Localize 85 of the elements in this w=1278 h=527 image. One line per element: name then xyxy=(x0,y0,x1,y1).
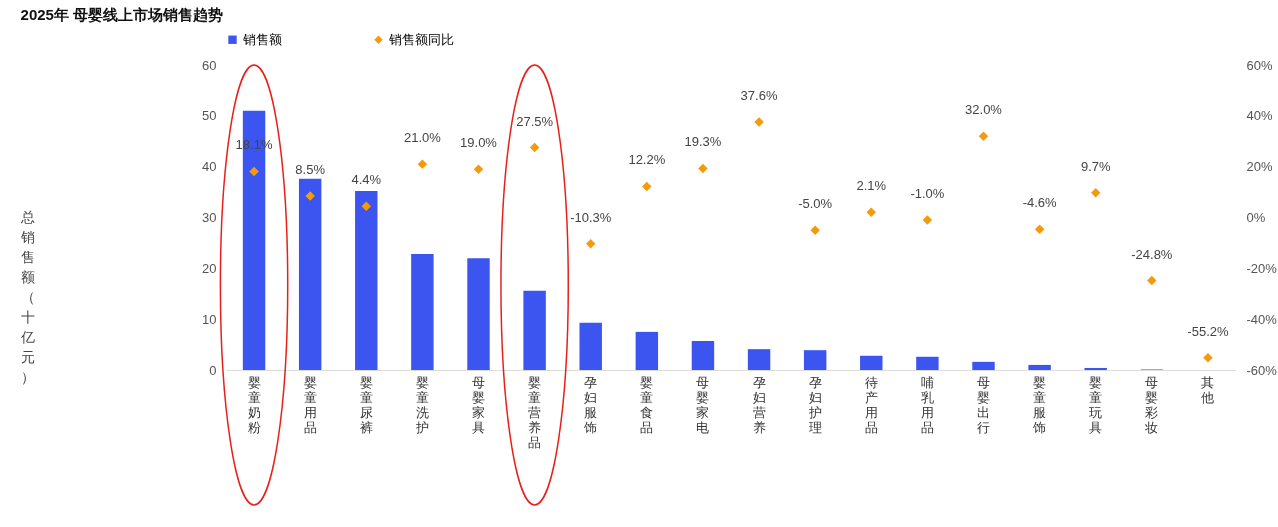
bar xyxy=(467,258,490,370)
bar xyxy=(916,356,939,370)
point xyxy=(417,159,428,169)
point xyxy=(249,166,259,177)
point xyxy=(585,238,596,249)
point xyxy=(698,163,708,174)
point xyxy=(529,142,540,153)
x-tick-label: 哺乳用品 xyxy=(920,374,934,435)
bar xyxy=(298,178,322,370)
x-tick-label: 其他 xyxy=(1201,374,1215,405)
bar xyxy=(523,290,546,370)
data-label: 8.5% xyxy=(295,161,326,177)
y2-tick-label: -40% xyxy=(1246,311,1278,327)
bar xyxy=(1028,364,1051,370)
data-label: 9.7% xyxy=(1080,158,1111,174)
point xyxy=(473,164,484,174)
data-label: 2.1% xyxy=(856,178,887,194)
x-tick-label: 孕妇护理 xyxy=(807,374,822,435)
data-label: -24.8% xyxy=(1131,246,1173,262)
x-tick-label: 婴童奶粉 xyxy=(247,374,261,435)
x-tick-label: 婴童服饰 xyxy=(1032,374,1047,435)
x-tick-label: 待产用品 xyxy=(864,374,878,435)
x-tick-label: 婴童食品 xyxy=(640,374,654,435)
chart-title: 2025年 母婴线上市场销售趋势 xyxy=(20,6,224,23)
bar xyxy=(1084,367,1107,370)
point xyxy=(922,215,933,225)
bar xyxy=(411,254,434,370)
legend-label: 销售额同比 xyxy=(388,31,454,47)
x-tick-label: 孕妇服饰 xyxy=(583,374,598,435)
point xyxy=(642,181,652,192)
x-tick-label: 婴童营养品 xyxy=(528,374,542,450)
x-tick-label: 婴童用品 xyxy=(303,374,317,435)
x-tick-label: 母婴家电 xyxy=(696,374,710,435)
data-label: -55.2% xyxy=(1187,323,1229,339)
data-label: -5.0% xyxy=(798,196,833,212)
bar xyxy=(355,191,378,370)
point xyxy=(1034,224,1045,234)
data-label: 32.0% xyxy=(965,102,1003,118)
x-tick-label: 婴童尿裤 xyxy=(359,374,373,435)
y-tick-label: 50 xyxy=(202,108,217,124)
point xyxy=(1090,188,1101,198)
point xyxy=(1147,275,1157,286)
x-tick-label: 孕妇营养 xyxy=(752,374,766,435)
data-label: 19.3% xyxy=(684,134,722,150)
point xyxy=(305,191,315,201)
y-tick-label: 20 xyxy=(202,260,217,276)
data-label: -10.3% xyxy=(570,209,612,225)
y2-tick-label: 0% xyxy=(1246,210,1266,225)
y2-tick-label: 20% xyxy=(1246,159,1273,175)
legend-label: 销售额 xyxy=(242,31,282,47)
y2-tick-label: 60% xyxy=(1246,57,1273,73)
bar xyxy=(747,349,771,370)
y-tick-label: 60 xyxy=(202,57,217,73)
point xyxy=(361,201,372,212)
x-tick-label: 母婴家具 xyxy=(472,374,485,435)
data-label: 12.2% xyxy=(628,152,666,168)
bar xyxy=(860,355,883,370)
bar xyxy=(972,361,995,370)
text: 总销售额（十亿元） xyxy=(21,209,36,385)
y2-tick-label: 40% xyxy=(1246,108,1273,124)
y-tick-label: 0 xyxy=(209,362,217,378)
point xyxy=(810,225,820,235)
bar xyxy=(803,350,827,370)
bar xyxy=(579,322,602,370)
point xyxy=(978,131,989,141)
data-label: -4.6% xyxy=(1022,195,1058,211)
data-label: 19.0% xyxy=(460,135,498,151)
data-label: 21.0% xyxy=(403,130,442,146)
y-tick-label: 30 xyxy=(202,210,217,225)
x-tick-label: 母婴出行 xyxy=(977,374,990,435)
y2-tick-label: -60% xyxy=(1246,362,1278,378)
data-label: 27.5% xyxy=(516,113,554,129)
point xyxy=(866,207,877,217)
data-label: 37.6% xyxy=(740,87,778,103)
y-tick-label: 10 xyxy=(202,311,217,327)
x-tick-label: 母婴彩妆 xyxy=(1145,374,1159,435)
x-tick-label: 婴童洗护 xyxy=(414,374,429,435)
bar xyxy=(691,341,715,370)
y2-tick-label: -20% xyxy=(1246,260,1278,276)
x-tick-label: 婴童玩具 xyxy=(1089,374,1103,435)
data-label: 4.4% xyxy=(351,172,382,188)
point xyxy=(1203,353,1213,363)
y-tick-label: 40 xyxy=(202,159,217,175)
bar xyxy=(635,331,659,370)
data-label: -1.0% xyxy=(910,186,945,202)
